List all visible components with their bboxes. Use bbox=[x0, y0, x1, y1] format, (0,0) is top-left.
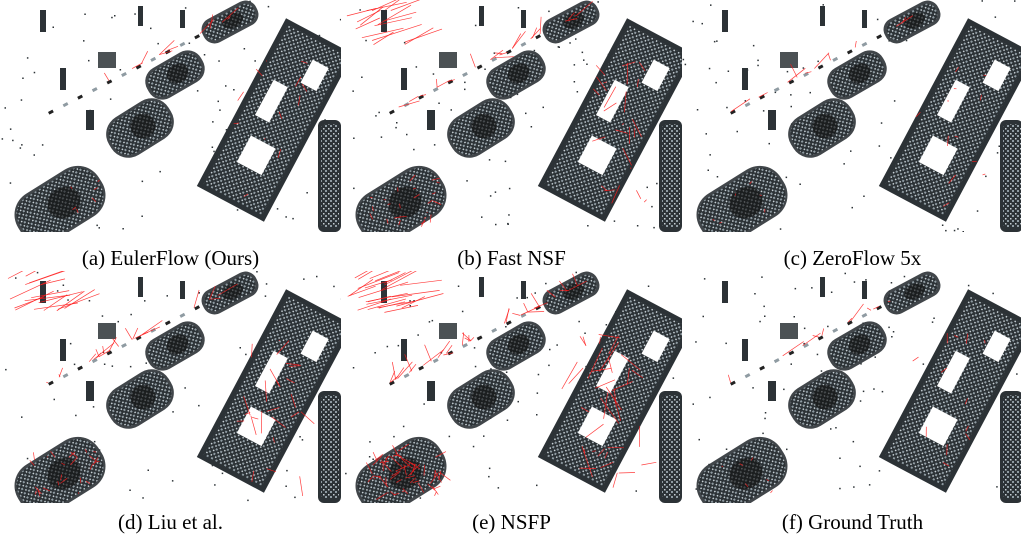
scene-objects bbox=[352, 0, 682, 232]
car bbox=[827, 321, 887, 371]
truck bbox=[878, 289, 1021, 493]
car bbox=[447, 369, 515, 429]
car bbox=[145, 50, 205, 100]
car bbox=[486, 50, 546, 100]
car bbox=[883, 0, 941, 44]
scene-objects bbox=[5, 271, 341, 503]
point-cloud-scene bbox=[682, 0, 1021, 232]
panel-fast-nsf bbox=[341, 0, 682, 232]
panel-nsfp bbox=[341, 271, 682, 503]
car bbox=[447, 98, 515, 158]
scene-objects bbox=[682, 0, 1021, 232]
car bbox=[14, 436, 106, 503]
car bbox=[696, 436, 788, 503]
car bbox=[696, 165, 788, 232]
point-cloud-scene bbox=[341, 271, 682, 503]
truck bbox=[537, 289, 682, 493]
car bbox=[788, 369, 856, 429]
car bbox=[355, 165, 447, 232]
flow-error-vectors bbox=[721, 300, 986, 494]
caption-b: (b) Fast NSF bbox=[457, 246, 566, 270]
car bbox=[201, 271, 259, 315]
caption-d: (d) Liu et al. bbox=[118, 510, 223, 534]
flow-error-vectors bbox=[7, 271, 315, 497]
car bbox=[788, 98, 856, 158]
point-cloud-scene bbox=[0, 271, 341, 503]
car bbox=[542, 271, 600, 315]
flow-error-vectors bbox=[346, 0, 647, 227]
point-cloud-scene bbox=[0, 0, 341, 232]
car bbox=[542, 0, 600, 44]
panel-ground-truth bbox=[682, 271, 1021, 503]
point-cloud-scene bbox=[341, 0, 682, 232]
caption-f: (f) Ground Truth bbox=[781, 510, 924, 534]
car bbox=[145, 321, 205, 371]
caption-e: (e) NSFP bbox=[472, 510, 551, 534]
scene-objects bbox=[692, 271, 1021, 503]
car bbox=[883, 271, 941, 315]
car bbox=[14, 165, 106, 232]
truck bbox=[537, 18, 682, 222]
car bbox=[106, 369, 174, 429]
panel-liu bbox=[0, 271, 341, 503]
point-cloud-scene bbox=[682, 271, 1021, 503]
panel-eulerflow bbox=[0, 0, 341, 232]
car bbox=[827, 50, 887, 100]
car bbox=[355, 436, 447, 503]
truck bbox=[878, 18, 1021, 222]
car bbox=[201, 0, 259, 44]
flow-error-vectors bbox=[712, 15, 987, 224]
caption-c: (c) ZeroFlow 5x bbox=[783, 246, 922, 270]
truck bbox=[196, 18, 341, 222]
scene-objects bbox=[1, 0, 341, 232]
caption-a: (a) EulerFlow (Ours) bbox=[81, 246, 260, 270]
flow-error-vectors bbox=[70, 7, 308, 214]
scene-objects bbox=[345, 271, 682, 503]
flow-error-vectors bbox=[347, 271, 657, 500]
car bbox=[106, 98, 174, 158]
panel-zeroflow bbox=[682, 0, 1021, 232]
car bbox=[486, 321, 546, 371]
